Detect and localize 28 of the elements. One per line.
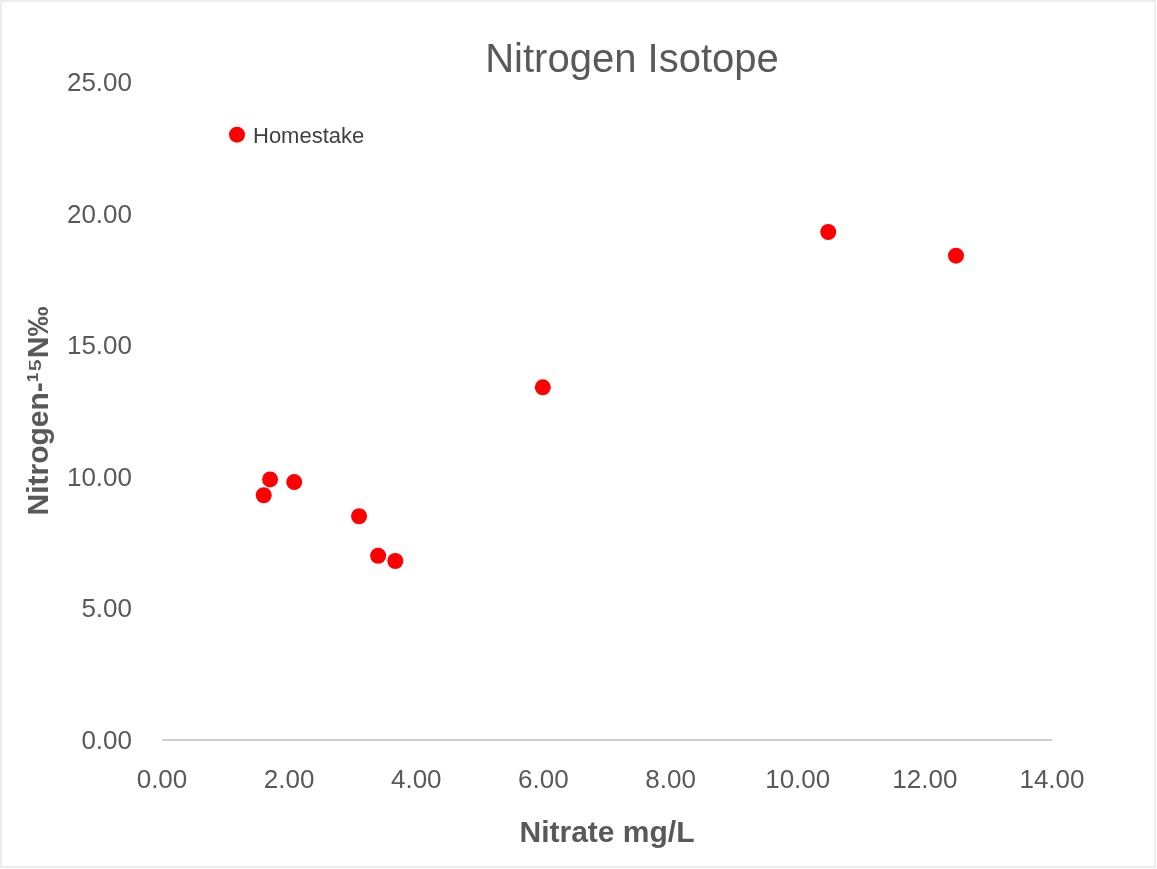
- y-tick-label: 20.00: [66, 198, 132, 229]
- point: [262, 471, 279, 488]
- x-tick-label: 2.00: [263, 764, 315, 794]
- x-tick-label: 0.00: [136, 764, 188, 794]
- y-tick-label: 15.00: [66, 330, 132, 361]
- point: [351, 508, 368, 525]
- y-tick-label: 5.00: [81, 593, 132, 624]
- x-tick-label: 10.00: [765, 764, 831, 794]
- point: [229, 126, 246, 143]
- chart-title: Nitrogen Isotope: [485, 36, 779, 80]
- x-tick-label: 6.00: [518, 764, 569, 794]
- x-tick-label: 4.00: [390, 764, 442, 794]
- y-tick-label: 25.00: [66, 67, 132, 97]
- x-tick-label: 14.00: [1019, 764, 1085, 794]
- point: [534, 379, 551, 396]
- y-axis-title: Nitrogen-¹⁵N‰: [21, 306, 54, 516]
- point: [370, 547, 387, 564]
- y-tick-label: 0.00: [81, 725, 132, 755]
- point: [255, 487, 272, 504]
- point: [820, 224, 837, 241]
- x-axis-title: Nitrate mg/L: [519, 815, 695, 848]
- annotation: Homestake: [253, 122, 365, 148]
- point: [948, 247, 965, 264]
- point: [286, 474, 303, 491]
- point: [387, 553, 404, 570]
- x-tick-label: 8.00: [645, 764, 696, 794]
- x-tick-label: 12.00: [892, 764, 958, 794]
- y-tick-label: 10.00: [66, 461, 132, 492]
